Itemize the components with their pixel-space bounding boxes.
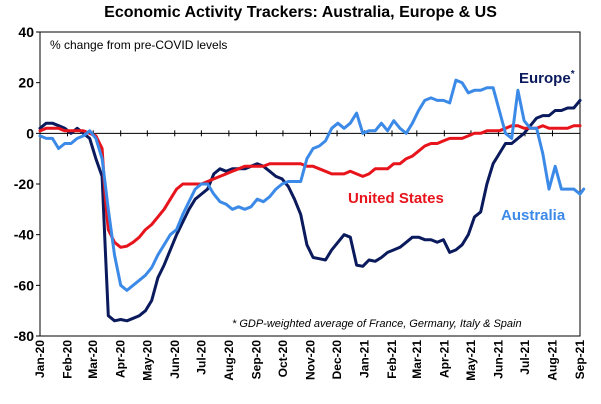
- x-tick-label: Aug-20: [222, 340, 236, 381]
- x-tick-label: Mar-20: [86, 340, 100, 379]
- x-tick-label: Mar-21: [410, 340, 424, 379]
- series-label-united-states: United States: [348, 190, 444, 207]
- x-tick-label: Dec-20: [330, 340, 344, 380]
- chart-title: Economic Activity Trackers: Australia, E…: [104, 4, 497, 21]
- x-tick-label: Aug-21: [546, 340, 560, 381]
- x-tick-label: Sep-20: [249, 340, 263, 380]
- series-label-europe: Europe*: [519, 69, 575, 87]
- x-tick-label: Apr-21: [437, 340, 451, 378]
- plot-frame: [39, 31, 581, 337]
- chart-annotation: % change from pre-COVID levels: [50, 38, 227, 52]
- y-tick-label: -20: [14, 176, 34, 192]
- y-tick-label: 0: [26, 125, 34, 141]
- y-tick-label: 20: [18, 75, 34, 91]
- x-tick-label: Jan-21: [358, 340, 372, 378]
- x-tick-label: Jun-21: [491, 340, 505, 379]
- x-tick-label: May-21: [464, 340, 478, 381]
- x-tick-label: Sep-21: [573, 340, 587, 380]
- series-line-australia: [38, 78, 586, 292]
- series-label-australia: Australia: [501, 207, 566, 224]
- y-tick-label: -40: [14, 227, 34, 243]
- series-line-europe: [38, 98, 582, 323]
- x-tick-label: Jul-20: [194, 340, 208, 375]
- x-tick-label: Oct-20: [276, 340, 290, 378]
- x-tick-label: Apr-20: [114, 340, 128, 378]
- x-tick-label: Feb-21: [385, 340, 399, 379]
- y-tick-label: 40: [18, 24, 34, 40]
- y-tick-label: -60: [14, 277, 34, 293]
- x-tick-label: May-20: [140, 340, 154, 381]
- y-tick-label: -80: [14, 328, 34, 344]
- x-tick-label: Nov-20: [303, 340, 317, 380]
- x-tick-label: Jun-20: [168, 340, 182, 379]
- series-line-united-states: [38, 124, 582, 249]
- europe-footnote-marker: *: [571, 69, 575, 80]
- x-tick-label: Jan-20: [33, 340, 47, 378]
- x-tick-label: Feb-20: [60, 340, 74, 379]
- chart-footnote: * GDP-weighted average of France, German…: [232, 318, 522, 330]
- x-tick-label: Jul-21: [518, 340, 532, 375]
